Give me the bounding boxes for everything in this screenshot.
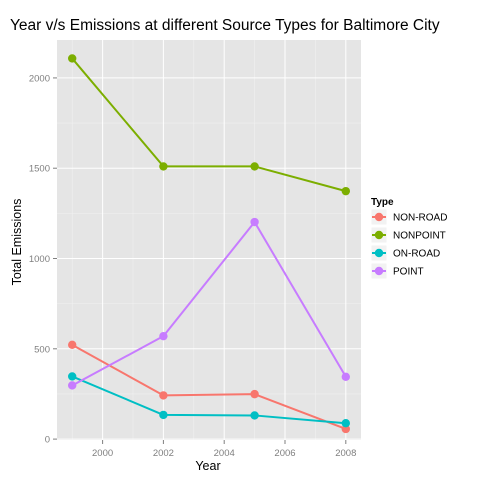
legend-key-point: [374, 266, 384, 276]
data-point-on-road: [250, 411, 259, 420]
x-axis-title: Year: [195, 459, 220, 473]
legend-key-point: [370, 262, 388, 280]
legend-key-point: [374, 212, 384, 222]
y-tick-label: 0: [45, 435, 50, 446]
legend-key-point: [374, 248, 384, 258]
data-point-non-road: [159, 391, 168, 400]
series-lines: [71, 57, 347, 430]
legend-key-on-road: [370, 244, 388, 262]
x-axis-ticks: 2000 2002 2004 2006 2008: [92, 440, 356, 459]
legend-label-nonpoint: NONPOINT: [393, 231, 446, 242]
x-tick-label: 2004: [214, 448, 235, 459]
legend-label-on-road: ON-ROAD: [393, 249, 440, 260]
panel-background: [57, 40, 361, 440]
x-tick-label: 2006: [274, 448, 295, 459]
data-point-non-road: [68, 340, 77, 350]
series-line-nonpoint: [71, 57, 347, 193]
data-point-on-road: [341, 419, 350, 428]
legend-label-point: POINT: [393, 267, 424, 278]
data-point-nonpoint: [341, 186, 350, 196]
y-axis-ticks: 0 500 1000 1500 2000: [29, 73, 57, 446]
data-point-point: [159, 331, 168, 341]
data-point-nonpoint: [250, 162, 259, 171]
x-tick-label: 2008: [335, 448, 356, 459]
legend-label-non-road: NON-ROAD: [393, 213, 447, 224]
y-tick-label: 1500: [29, 164, 50, 175]
data-point-on-road: [159, 410, 168, 420]
y-tick-label: 500: [34, 344, 50, 355]
legend-key-nonpoint: [370, 226, 388, 244]
legend-key-non-road: [370, 208, 388, 226]
series-line-non-road: [71, 343, 347, 430]
legend-key-point: [374, 230, 384, 240]
data-point-nonpoint: [68, 54, 77, 63]
plot-panel: [57, 40, 361, 440]
series-line-point: [71, 221, 347, 387]
series-points: [68, 54, 350, 434]
data-point-point: [68, 381, 77, 390]
data-point-on-road: [68, 372, 77, 381]
y-axis-title: Total Emissions: [10, 199, 24, 286]
data-point-non-road: [250, 389, 259, 399]
y-tick-label: 2000: [29, 73, 50, 84]
y-tick-label: 1000: [29, 254, 50, 265]
grid-lines: [57, 40, 361, 440]
data-point-non-road: [341, 424, 350, 434]
data-point-nonpoint: [159, 162, 168, 171]
chart-title: Year v/s Emissions at different Source T…: [10, 17, 440, 34]
x-tick-label: 2000: [92, 448, 113, 459]
legend-title: Type: [371, 197, 394, 208]
data-point-point: [341, 372, 350, 381]
series-line-on-road: [71, 375, 346, 425]
legend: Type NON-ROAD NONPOINT ON-ROAD POINT: [370, 197, 447, 280]
data-point-point: [250, 217, 259, 227]
x-tick-label: 2002: [153, 448, 174, 459]
